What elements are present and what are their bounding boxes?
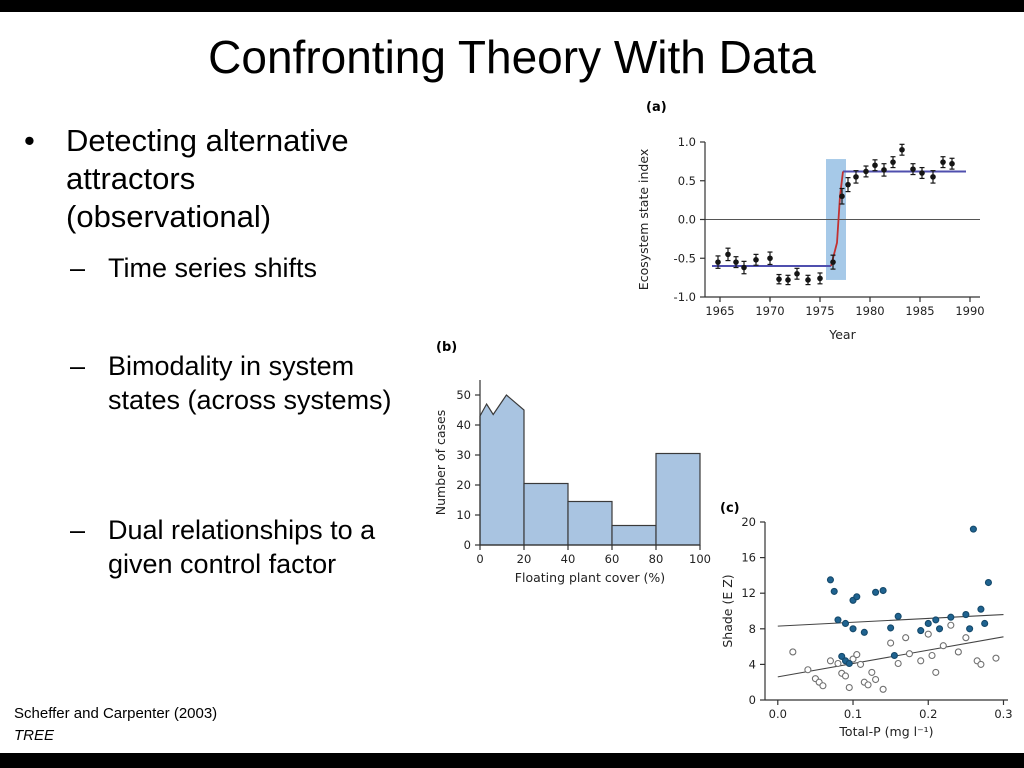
svg-text:Year: Year (828, 327, 856, 342)
figure-panel-c: (c) 0 4 8 12 16 20 0.0 0.1 0.2 0.3 Shade (E Z) Tota… (712, 495, 1012, 745)
svg-text:Total-P (mg l⁻¹): Total-P (mg l⁻¹) (838, 724, 933, 739)
svg-text:Number of cases: Number of cases (433, 410, 448, 515)
svg-text:0.3: 0.3 (994, 707, 1012, 721)
citation-authors: Scheffer and Carpenter (2003) (14, 705, 218, 722)
figure-panel-b: (b) 0 10 20 30 40 50 0 20 40 60 80 100 Number of cas… (430, 335, 720, 595)
svg-text:20: 20 (456, 478, 471, 492)
svg-text:0.1: 0.1 (844, 707, 862, 721)
slide-title: Confronting Theory With Data (208, 31, 816, 83)
bottom-border-bar (0, 753, 1024, 768)
dash-marker: – (70, 351, 86, 381)
svg-text:4: 4 (749, 657, 756, 671)
svg-text:40: 40 (456, 418, 471, 432)
svg-text:1970: 1970 (755, 304, 784, 318)
panel-a-label: (a) (646, 100, 667, 115)
svg-text:50: 50 (456, 388, 471, 402)
bullet-sub-text: Bimodality in system states (across syst… (108, 351, 392, 415)
svg-text:0: 0 (476, 552, 483, 566)
svg-text:8: 8 (749, 622, 756, 636)
svg-text:100: 100 (689, 552, 711, 566)
figure-panel-a: (a) 1.0 0.5 0.0 -0.5 -1.0 1965 1970 1975 1980 198… (630, 96, 1015, 361)
svg-text:0.5: 0.5 (678, 174, 696, 188)
panel-c-label: (c) (720, 501, 740, 516)
svg-text:Floating plant cover (%): Floating plant cover (%) (515, 570, 665, 585)
svg-text:0: 0 (749, 693, 756, 707)
bullet-sub-bimodality: – Bimodality in system states (across sy… (70, 350, 398, 418)
bullet-main-text: Detecting alternative attractors (observ… (66, 123, 349, 234)
svg-text:Ecosystem state index: Ecosystem state index (636, 149, 651, 290)
panel-c-plot: 0 4 8 12 16 20 0.0 0.1 0.2 0.3 Shade (E Z) Total-P … (720, 515, 1012, 739)
svg-text:10: 10 (456, 508, 471, 522)
top-border-bar (0, 0, 1024, 12)
svg-text:0.2: 0.2 (919, 707, 937, 721)
svg-text:0.0: 0.0 (678, 213, 696, 227)
panel-b-plot: 0 10 20 30 40 50 0 20 40 60 80 100 Number of cases Fl… (433, 380, 711, 585)
svg-text:80: 80 (649, 552, 664, 566)
svg-text:0: 0 (464, 538, 471, 552)
svg-text:20: 20 (517, 552, 532, 566)
dash-marker: – (70, 515, 86, 545)
svg-text:0.0: 0.0 (769, 707, 787, 721)
svg-text:12: 12 (741, 586, 756, 600)
bullet-sub-text: Dual relationships to a given control fa… (108, 515, 376, 579)
panel-a-plot: 1.0 0.5 0.0 -0.5 -1.0 1965 1970 1975 1980 1985 199… (636, 135, 985, 342)
svg-text:1.0: 1.0 (678, 135, 696, 149)
svg-text:30: 30 (456, 448, 471, 462)
svg-text:1985: 1985 (905, 304, 934, 318)
svg-text:20: 20 (741, 515, 756, 529)
citation: Scheffer and Carpenter (2003) TREE (14, 703, 217, 747)
svg-text:-0.5: -0.5 (674, 251, 696, 265)
svg-text:60: 60 (605, 552, 620, 566)
svg-text:1965: 1965 (705, 304, 734, 318)
panel-b-label: (b) (436, 340, 458, 355)
bullet-marker: • (24, 123, 35, 158)
svg-text:1975: 1975 (805, 304, 834, 318)
svg-text:-1.0: -1.0 (674, 290, 696, 304)
bullet-sub-text: Time series shifts (108, 253, 318, 283)
svg-text:1980: 1980 (855, 304, 884, 318)
dash-marker: – (70, 253, 86, 283)
bullet-sub-dual-relationships: – Dual relationships to a given control … (70, 514, 398, 582)
svg-text:16: 16 (741, 551, 756, 565)
bullet-main: • Detecting alternative attractors (obse… (24, 122, 406, 235)
svg-text:1990: 1990 (955, 304, 984, 318)
citation-journal: TREE (14, 726, 55, 744)
bullet-sub-time-series: – Time series shifts (70, 252, 398, 286)
svg-text:40: 40 (561, 552, 576, 566)
svg-text:Shade (E Z): Shade (E Z) (720, 574, 735, 647)
